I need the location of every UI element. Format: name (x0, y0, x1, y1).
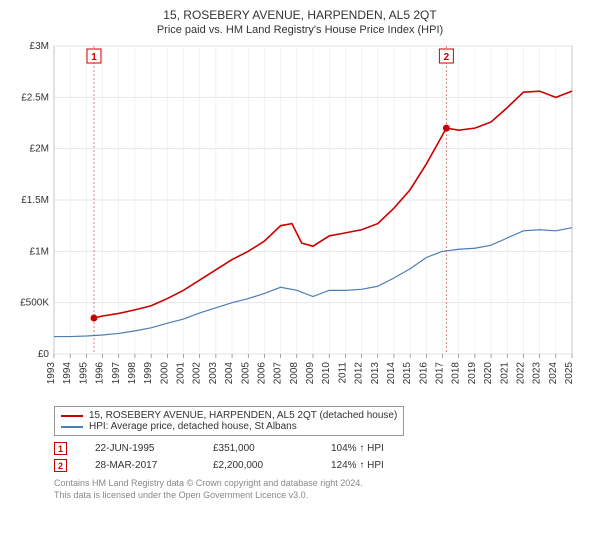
sales-table: 1 22-JUN-1995 £351,000 104% ↑ HPI 2 28-MAR-20… (54, 442, 588, 472)
svg-text:£500K: £500K (20, 298, 49, 309)
svg-text:1993: 1993 (46, 362, 57, 385)
svg-text:2001: 2001 (176, 362, 187, 385)
svg-text:2017: 2017 (435, 362, 446, 385)
svg-text:2013: 2013 (370, 362, 381, 385)
svg-text:2012: 2012 (354, 362, 365, 385)
svg-text:1994: 1994 (62, 362, 73, 385)
svg-text:£1.5M: £1.5M (21, 195, 49, 206)
svg-text:1998: 1998 (127, 362, 138, 385)
svg-text:£2M: £2M (30, 144, 49, 155)
svg-text:1996: 1996 (95, 362, 106, 385)
sale-marker-icon: 2 (54, 459, 67, 472)
svg-text:2018: 2018 (451, 362, 462, 385)
svg-text:2006: 2006 (256, 362, 267, 385)
svg-text:2005: 2005 (240, 362, 251, 385)
svg-text:2004: 2004 (224, 362, 235, 385)
line-chart-svg: £0 £500K £1M £1.5M £2M £2.5M £3M 1993 1994 1995 19… (12, 42, 582, 402)
svg-text:2010: 2010 (321, 362, 332, 385)
svg-text:2: 2 (444, 52, 450, 63)
svg-text:2019: 2019 (467, 362, 478, 385)
chart-container: 15, ROSEBERY AVENUE, HARPENDEN, AL5 2QT … (0, 0, 600, 505)
legend-item: 15, ROSEBERY AVENUE, HARPENDEN, AL5 2QT … (61, 410, 397, 421)
chart-subtitle: Price paid vs. HM Land Registry's House … (12, 24, 588, 36)
svg-text:2014: 2014 (386, 362, 397, 385)
legend-swatch (61, 426, 83, 428)
sale-row: 2 28-MAR-2017 £2,200,000 124% ↑ HPI (54, 459, 588, 472)
svg-text:2007: 2007 (273, 362, 284, 385)
chart-title: 15, ROSEBERY AVENUE, HARPENDEN, AL5 2QT (12, 8, 588, 22)
sale-row: 1 22-JUN-1995 £351,000 104% ↑ HPI (54, 442, 588, 455)
footer-line: This data is licensed under the Open Gov… (54, 490, 588, 502)
legend-swatch (61, 415, 83, 417)
sale-date: 22-JUN-1995 (95, 443, 185, 454)
legend-label: HPI: Average price, detached house, St A… (89, 421, 297, 432)
svg-text:£3M: £3M (30, 42, 49, 52)
svg-text:2000: 2000 (159, 362, 170, 385)
legend-item: HPI: Average price, detached house, St A… (61, 421, 397, 432)
svg-text:2015: 2015 (402, 362, 413, 385)
footer-line: Contains HM Land Registry data © Crown c… (54, 478, 588, 490)
svg-text:1999: 1999 (143, 362, 154, 385)
sale-price: £2,200,000 (213, 460, 303, 471)
svg-text:2011: 2011 (337, 362, 348, 384)
svg-text:£0: £0 (38, 349, 50, 360)
svg-text:£2.5M: £2.5M (21, 92, 49, 103)
svg-text:£1M: £1M (30, 246, 49, 257)
sale-hpi: 124% ↑ HPI (331, 460, 384, 471)
svg-text:2002: 2002 (192, 362, 203, 385)
svg-text:2021: 2021 (499, 362, 510, 385)
legend-label: 15, ROSEBERY AVENUE, HARPENDEN, AL5 2QT … (89, 410, 397, 421)
svg-text:2023: 2023 (532, 362, 543, 385)
sale-marker-icon: 1 (54, 442, 67, 455)
plot-area: £0 £500K £1M £1.5M £2M £2.5M £3M 1993 1994 1995 19… (12, 42, 588, 402)
svg-text:2024: 2024 (548, 362, 559, 385)
footer-attribution: Contains HM Land Registry data © Crown c… (54, 478, 588, 501)
sale-hpi: 104% ↑ HPI (331, 443, 384, 454)
svg-text:2008: 2008 (289, 362, 300, 385)
svg-text:2016: 2016 (418, 362, 429, 385)
sale-price: £351,000 (213, 443, 303, 454)
legend: 15, ROSEBERY AVENUE, HARPENDEN, AL5 2QT … (54, 406, 404, 436)
svg-text:2003: 2003 (208, 362, 219, 385)
svg-text:1: 1 (91, 52, 97, 63)
svg-text:2009: 2009 (305, 362, 316, 385)
sale-date: 28-MAR-2017 (95, 460, 185, 471)
svg-text:2022: 2022 (515, 362, 526, 385)
svg-text:1997: 1997 (111, 362, 122, 385)
svg-text:1995: 1995 (78, 362, 89, 385)
svg-text:2025: 2025 (564, 362, 575, 385)
svg-text:2020: 2020 (483, 362, 494, 385)
